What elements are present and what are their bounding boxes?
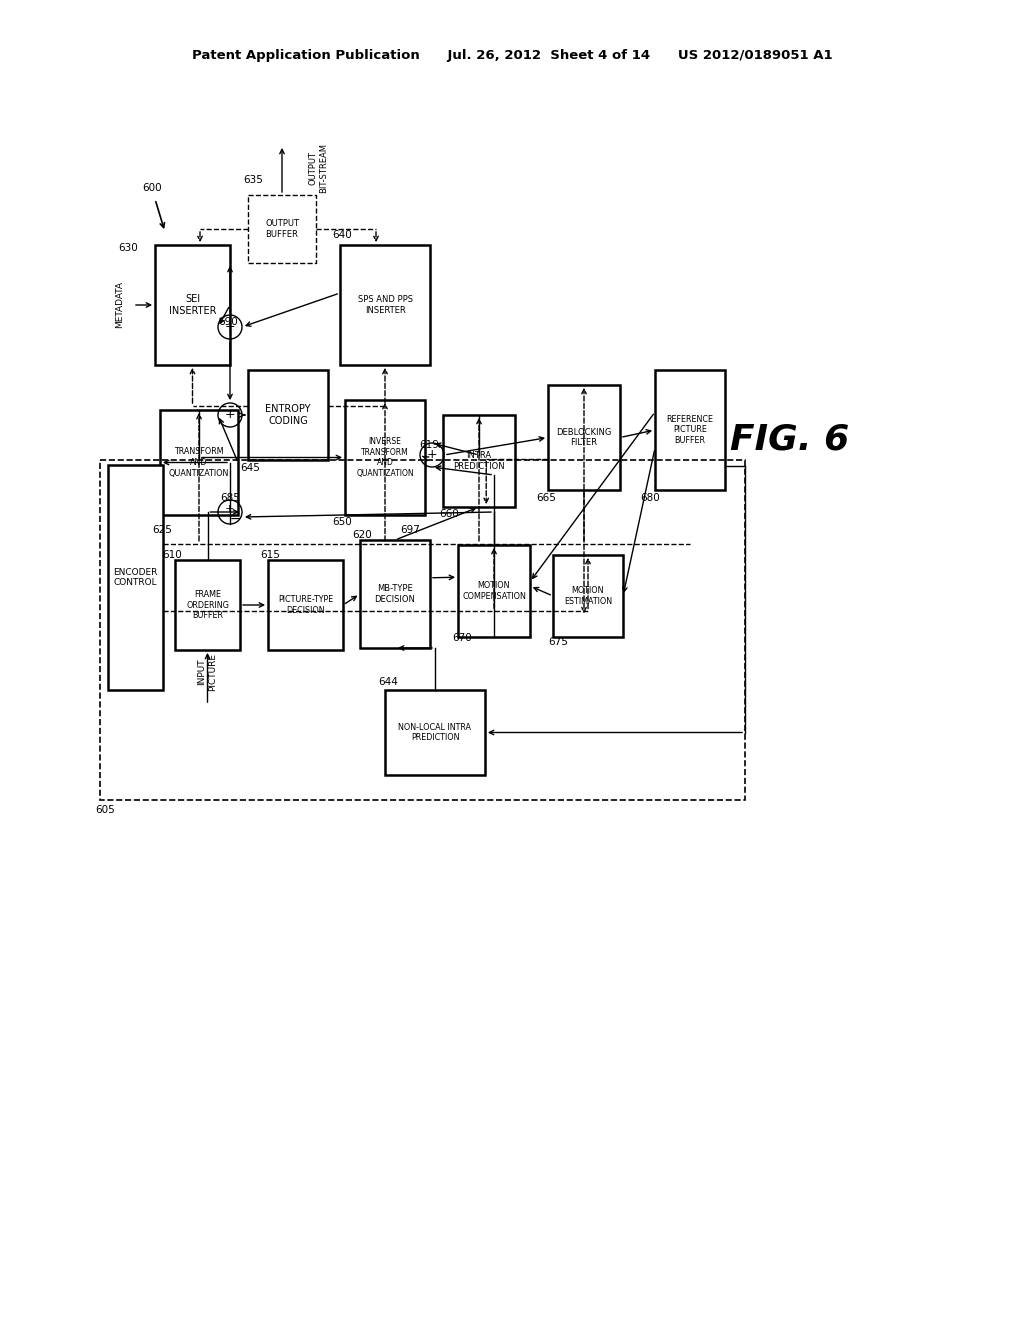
- Text: 660: 660: [439, 510, 459, 519]
- Text: +: +: [427, 449, 437, 462]
- Text: 645: 645: [240, 463, 260, 473]
- Bar: [160, 411, 238, 515]
- Text: 640: 640: [332, 230, 352, 240]
- Text: INPUT
PICTURE: INPUT PICTURE: [198, 653, 217, 690]
- Bar: [345, 400, 425, 515]
- Text: +: +: [224, 408, 236, 421]
- Text: 635: 635: [243, 176, 263, 185]
- Bar: [248, 195, 316, 263]
- Text: MOTION
COMPENSATION: MOTION COMPENSATION: [462, 581, 526, 601]
- Text: −: −: [229, 512, 241, 525]
- Text: TRANSFORM
AND
QUANTIZATION: TRANSFORM AND QUANTIZATION: [169, 447, 229, 478]
- Bar: [458, 545, 530, 638]
- Text: Patent Application Publication      Jul. 26, 2012  Sheet 4 of 14      US 2012/01: Patent Application Publication Jul. 26, …: [191, 49, 833, 62]
- Text: ENTROPY
CODING: ENTROPY CODING: [265, 404, 310, 426]
- Text: 600: 600: [142, 183, 162, 193]
- Text: 619: 619: [419, 440, 439, 450]
- Bar: [360, 540, 430, 648]
- Bar: [108, 465, 163, 690]
- Text: 670: 670: [452, 634, 472, 643]
- Bar: [155, 246, 230, 366]
- Bar: [548, 385, 620, 490]
- Text: 650: 650: [332, 517, 352, 527]
- Text: DEBLOCKING
FILTER: DEBLOCKING FILTER: [556, 428, 611, 447]
- Text: MOTION
ESTIMATION: MOTION ESTIMATION: [564, 586, 612, 606]
- Bar: [100, 459, 745, 800]
- Text: METADATA: METADATA: [116, 281, 125, 329]
- Text: FRAME
ORDERING
BUFFER: FRAME ORDERING BUFFER: [186, 590, 229, 620]
- Text: MB-TYPE
DECISION: MB-TYPE DECISION: [375, 585, 416, 603]
- Text: 644: 644: [378, 677, 398, 686]
- Text: SEI
INSERTER: SEI INSERTER: [169, 294, 216, 315]
- Text: 610: 610: [162, 550, 181, 560]
- Text: OUTPUT
BIT-STREAM: OUTPUT BIT-STREAM: [308, 143, 328, 193]
- Text: REFERENCE
PICTURE
BUFFER: REFERENCE PICTURE BUFFER: [667, 414, 714, 445]
- Text: OUTPUT
BUFFER: OUTPUT BUFFER: [265, 219, 299, 239]
- Text: FIG. 6: FIG. 6: [730, 422, 850, 457]
- Text: +: +: [224, 504, 233, 513]
- Text: +: +: [224, 321, 236, 334]
- Bar: [443, 414, 515, 507]
- Bar: [175, 560, 240, 649]
- Bar: [553, 554, 623, 638]
- Text: 620: 620: [352, 531, 372, 540]
- Text: 690: 690: [218, 317, 238, 327]
- Text: 685: 685: [220, 492, 240, 503]
- Text: 680: 680: [640, 492, 659, 503]
- Text: 675: 675: [548, 638, 568, 647]
- Bar: [340, 246, 430, 366]
- Text: 697: 697: [400, 525, 420, 535]
- Bar: [248, 370, 328, 459]
- Text: 625: 625: [152, 525, 172, 535]
- Text: 615: 615: [260, 550, 280, 560]
- Bar: [268, 560, 343, 649]
- Text: ENCODER
CONTROL: ENCODER CONTROL: [114, 568, 158, 587]
- Bar: [385, 690, 485, 775]
- Text: SPS AND PPS
INSERTER: SPS AND PPS INSERTER: [357, 296, 413, 315]
- Text: 630: 630: [118, 243, 138, 253]
- Text: INTRA
PREDICTION: INTRA PREDICTION: [454, 451, 505, 471]
- Text: INVERSE
TRANSFORM
AND
QUANTIZATION: INVERSE TRANSFORM AND QUANTIZATION: [356, 437, 414, 478]
- Text: 605: 605: [95, 805, 115, 814]
- Text: PICTURE-TYPE
DECISION: PICTURE-TYPE DECISION: [278, 595, 333, 615]
- Text: 665: 665: [536, 492, 556, 503]
- Bar: [655, 370, 725, 490]
- Text: NON-LOCAL INTRA
PREDICTION: NON-LOCAL INTRA PREDICTION: [398, 722, 471, 742]
